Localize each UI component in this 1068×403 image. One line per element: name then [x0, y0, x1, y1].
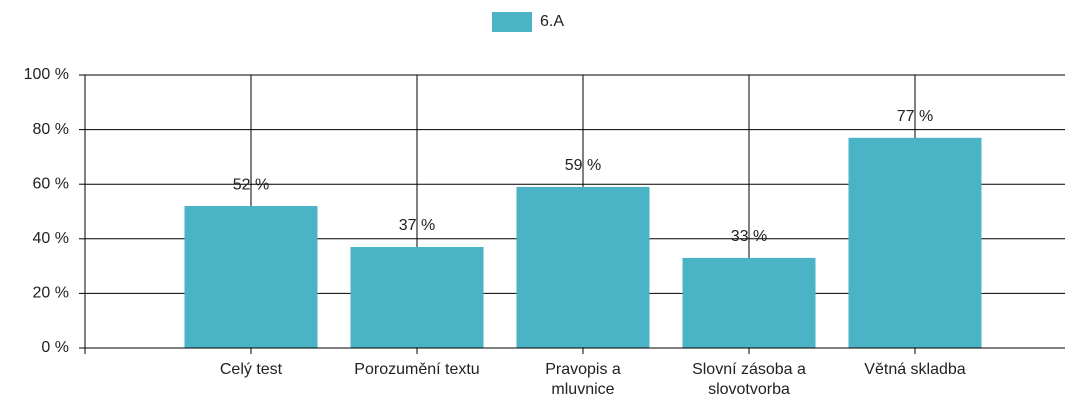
y-tick-label: 60 %	[33, 175, 69, 192]
x-tick-label: Pravopis a mluvnice	[545, 361, 621, 398]
x-tick-label: Celý test	[219, 361, 283, 378]
legend-label: 6.A	[540, 13, 564, 30]
x-tick-label: Slovní zásoba a slovotvorba	[692, 361, 806, 398]
data-label: 59 %	[565, 157, 601, 174]
y-tick-label: 80 %	[33, 121, 69, 138]
data-label: 33 %	[731, 228, 767, 245]
y-tick-label: 100 %	[24, 66, 69, 83]
bar	[184, 206, 318, 348]
bar	[350, 246, 484, 348]
legend-swatch	[492, 12, 532, 32]
x-tick-label: Větná skladba	[864, 361, 966, 378]
data-label: 37 %	[399, 217, 435, 234]
bar	[682, 257, 816, 348]
data-label: 77 %	[897, 108, 933, 125]
y-tick-label: 40 %	[33, 230, 69, 247]
y-tick-label: 0 %	[41, 339, 69, 356]
data-label: 52 %	[233, 176, 269, 193]
y-tick-label: 20 %	[33, 285, 69, 302]
bar	[516, 186, 650, 348]
x-tick-label: Porozumění textu	[354, 361, 480, 378]
bar	[848, 137, 982, 348]
